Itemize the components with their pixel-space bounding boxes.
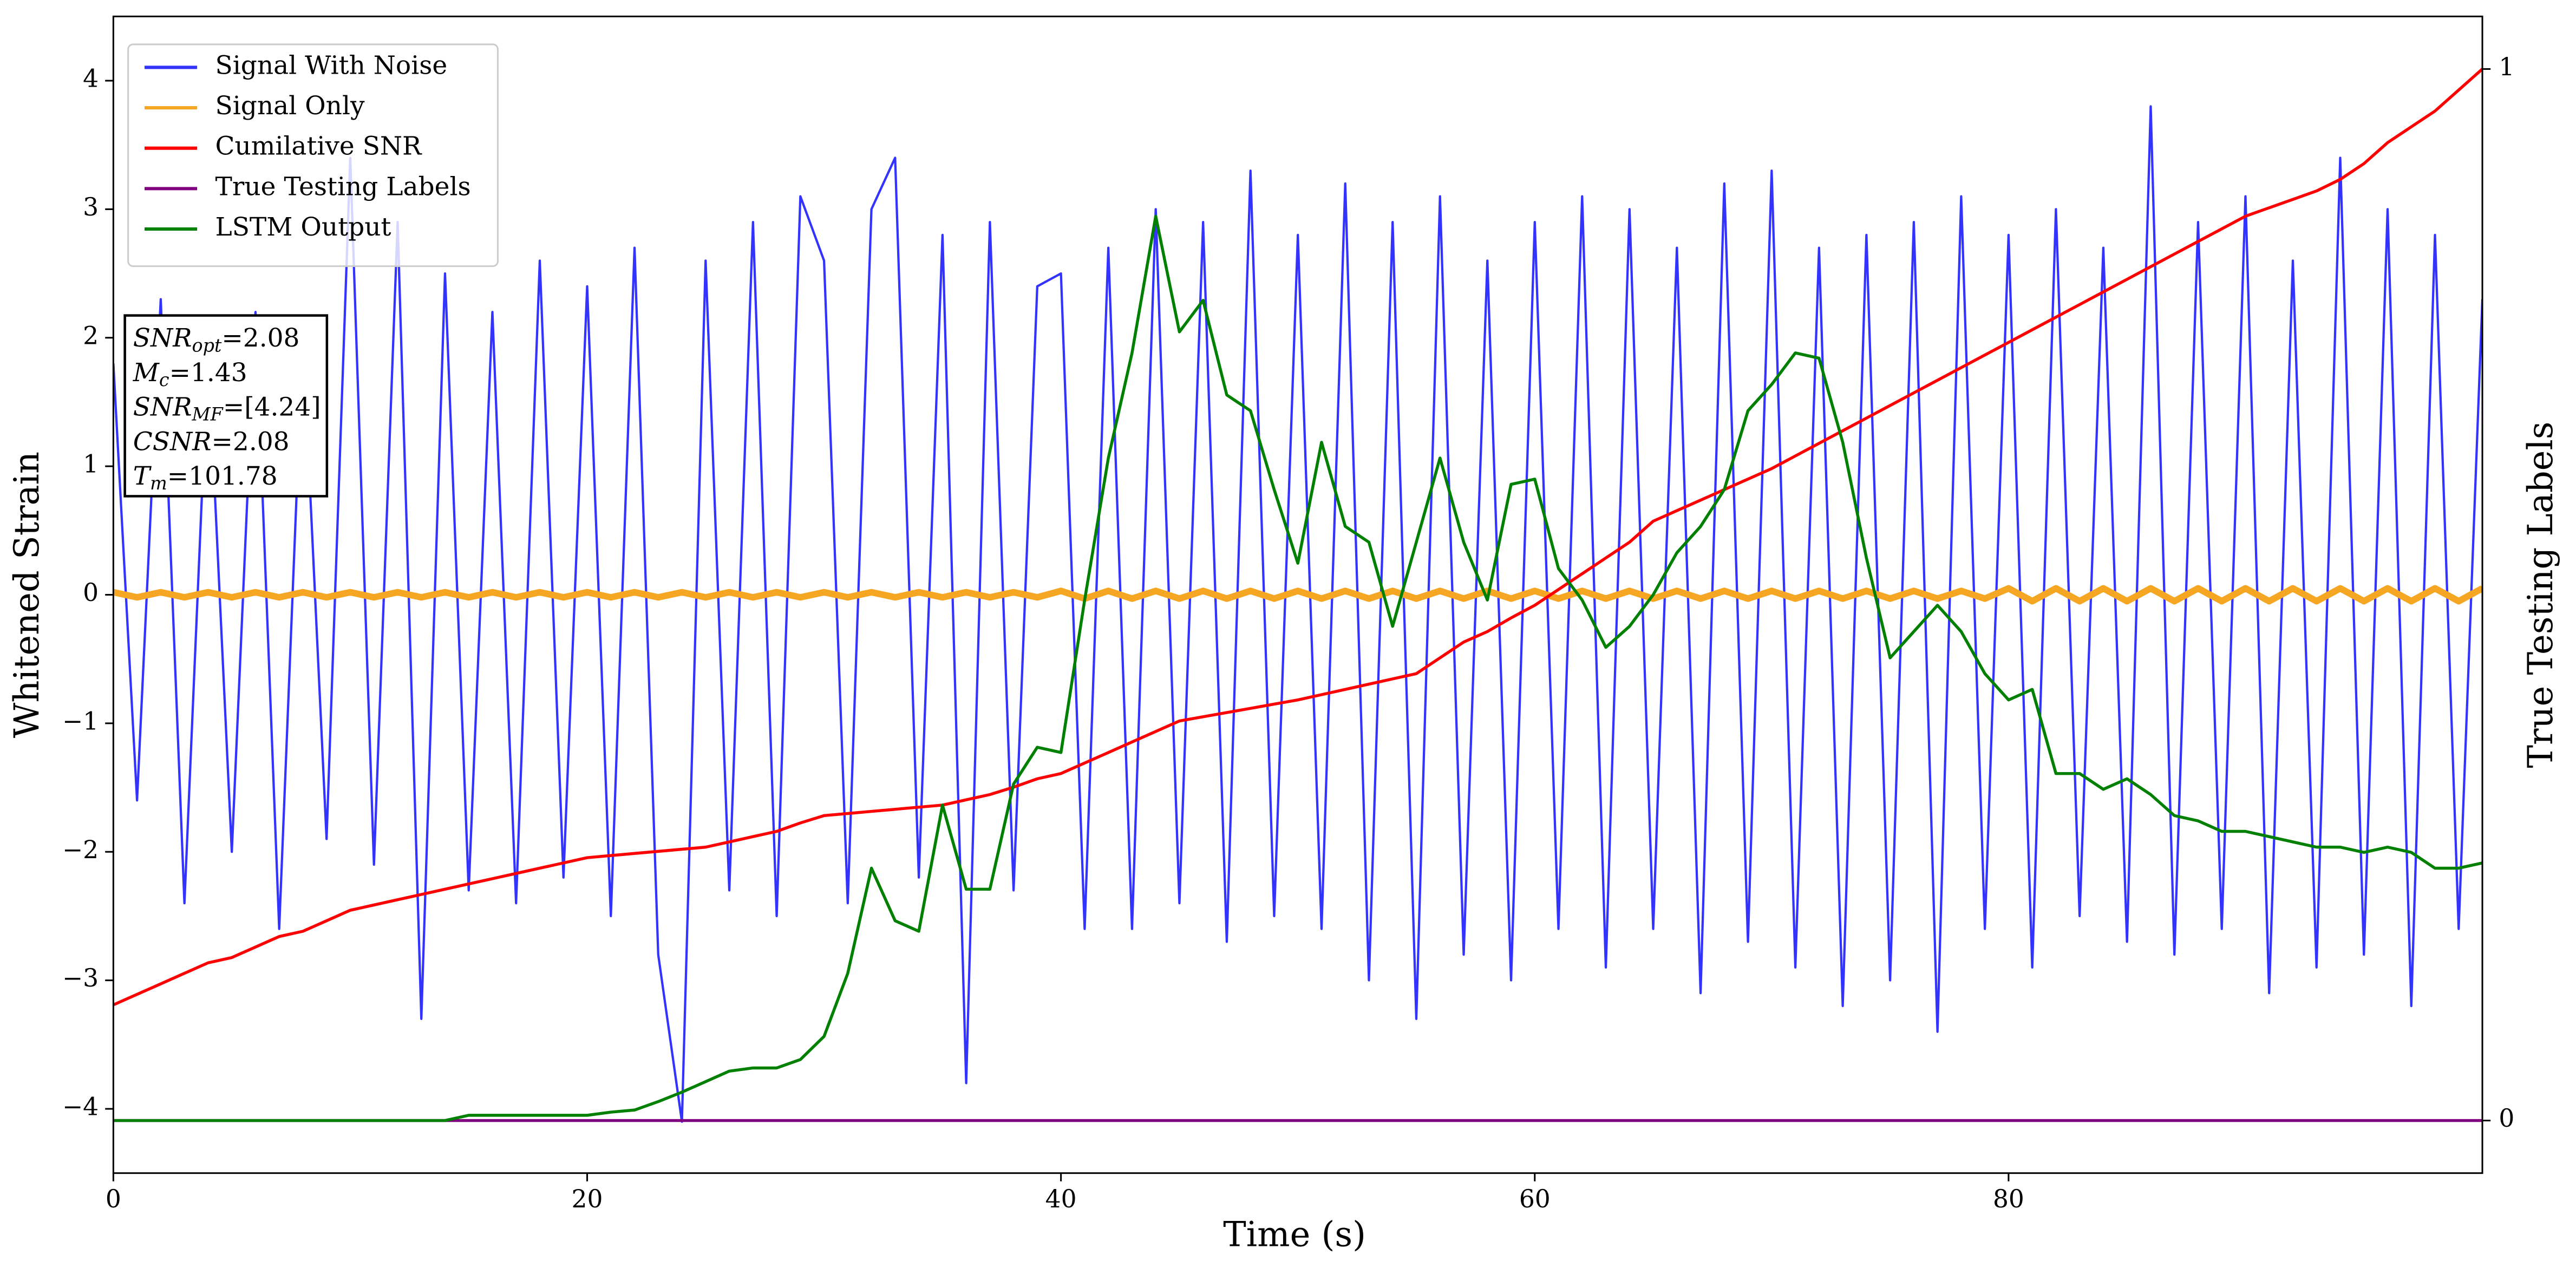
annotation-symbol: SNR xyxy=(133,323,192,353)
y2-tick-label: 1 xyxy=(2499,53,2514,81)
annotation-line: SNRMF=[4.24] xyxy=(133,393,321,425)
y-tick-label: −2 xyxy=(62,835,99,864)
legend-label: True Testing Labels xyxy=(215,172,471,201)
annotation-value: =2.08 xyxy=(212,427,290,456)
annotation-line: CSNR=2.08 xyxy=(133,427,290,456)
series-line xyxy=(113,105,2483,1123)
annotation-line: SNRopt=2.08 xyxy=(133,323,300,356)
annotation-subscript: MF xyxy=(192,404,224,425)
annotation-value: =[4.24] xyxy=(223,393,321,422)
x-tick-label: 60 xyxy=(1519,1185,1551,1213)
legend-label: Cumilative SNR xyxy=(215,132,423,161)
x-axis-label: Time (s) xyxy=(1223,1215,1366,1255)
annotation-symbol: T xyxy=(133,461,152,491)
y2-axis-label: True Testing Labels xyxy=(2521,422,2561,768)
y-tick-label: 2 xyxy=(83,321,99,350)
annotation-subscript: opt xyxy=(192,335,222,356)
annotation-symbol: M xyxy=(133,358,160,388)
x-tick-label: 0 xyxy=(106,1185,121,1213)
annotation-subscript: m xyxy=(150,473,167,494)
x-tick-label: 80 xyxy=(1993,1185,2024,1213)
legend-label: LSTM Output xyxy=(215,212,391,242)
annotation-value: =2.08 xyxy=(221,323,299,353)
x-tick-label: 20 xyxy=(572,1185,603,1213)
series-line xyxy=(113,68,2483,1007)
annotation-symbol: SNR xyxy=(133,393,192,422)
plot-area xyxy=(113,68,2483,1123)
y-tick-label: 0 xyxy=(83,578,99,607)
y-tick-label: 3 xyxy=(83,193,99,221)
annotation-subscript: c xyxy=(159,369,169,390)
annotation-value: =1.43 xyxy=(169,358,247,388)
x-tick-label: 40 xyxy=(1045,1185,1077,1213)
y-tick-label: −4 xyxy=(62,1092,99,1121)
series-line xyxy=(113,585,2483,605)
y2-tick-label: 0 xyxy=(2499,1104,2514,1133)
y-tick-label: 1 xyxy=(83,450,99,479)
legend-label: Signal With Noise xyxy=(215,50,448,80)
y-axis-label: Whitened Strain xyxy=(7,452,47,738)
annotation-box xyxy=(123,314,329,498)
y-tick-label: −1 xyxy=(62,707,99,735)
legend-box xyxy=(127,43,499,267)
series-line xyxy=(113,214,2483,1122)
y-tick-label: −3 xyxy=(62,964,99,992)
annotation-line: Tm=101.78 xyxy=(133,461,278,494)
legend-label: Signal Only xyxy=(215,91,365,121)
annotation-line: Mc=1.43 xyxy=(133,358,247,390)
y-tick-label: 4 xyxy=(83,64,99,93)
annotation-value: =101.78 xyxy=(167,461,278,491)
annotation-symbol: CSNR xyxy=(133,427,212,456)
